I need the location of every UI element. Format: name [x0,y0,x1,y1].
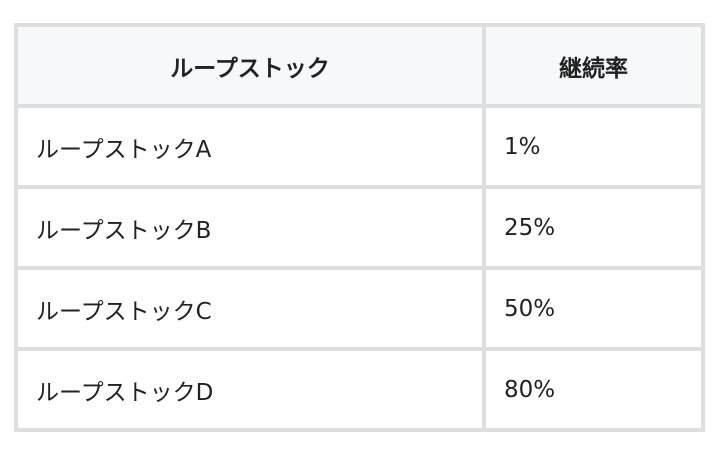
retention-rate: 50% [482,266,705,351]
table-row: ループストックC 50% [14,266,705,351]
loop-stock-name: ループストックB [14,185,486,270]
loop-stock-name: ループストックC [14,266,486,351]
retention-rate: 25% [482,185,705,270]
header-row: ループストック 継続率 [14,23,705,108]
header-retention-rate: 継続率 [482,23,705,108]
table-row: ループストックB 25% [14,185,705,270]
table-row: ループストックD 80% [14,347,705,432]
loop-stock-name: ループストックD [14,347,486,432]
loop-stock-name: ループストックA [14,104,486,189]
table-row: ループストックA 1% [14,104,705,189]
loop-stock-table: ループストック 継続率 ループストックA 1% ループストックB 25% ループ… [14,23,705,432]
retention-rate: 1% [482,104,705,189]
retention-rate: 80% [482,347,705,432]
header-loop-stock: ループストック [14,23,486,108]
